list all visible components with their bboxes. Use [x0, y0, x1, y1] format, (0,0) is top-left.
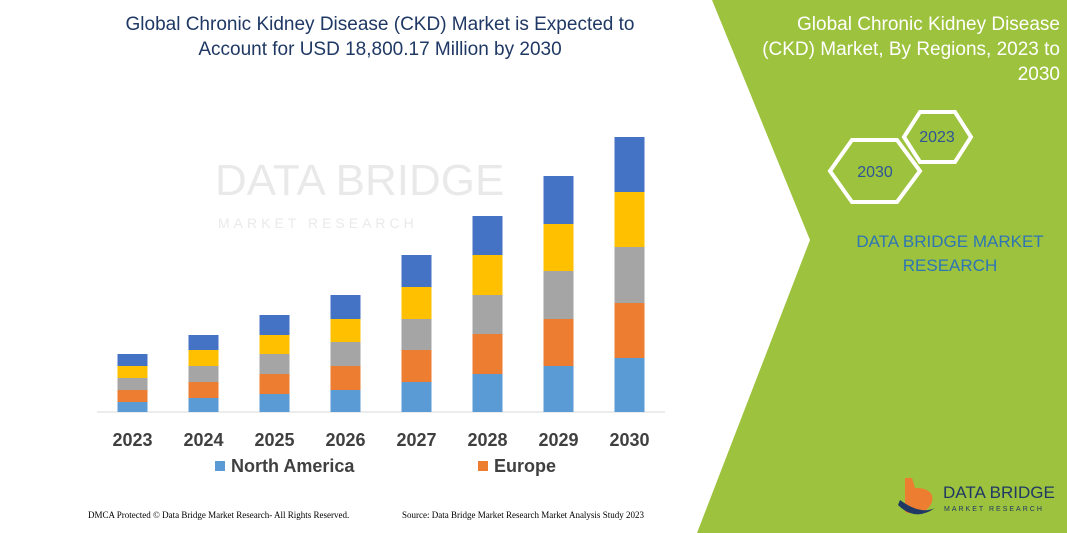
bar-segment — [401, 350, 432, 382]
watermark-name: DATA BRIDGE — [215, 156, 504, 205]
bar-segment — [543, 224, 574, 271]
x-tick-label: 2030 — [609, 430, 649, 450]
bar-segment — [259, 354, 290, 374]
bar-segment — [401, 382, 432, 412]
bar-segment — [543, 176, 574, 224]
bar-segment — [330, 295, 361, 319]
hexagon-label: 2030 — [857, 164, 893, 181]
legend-label: North America — [231, 456, 355, 476]
bar-segment — [543, 366, 574, 412]
logo-name: DATA BRIDGE — [943, 483, 1055, 502]
bar-segment — [330, 366, 361, 390]
bar-segment — [117, 366, 148, 378]
bar-segment — [472, 374, 503, 412]
bar-segment — [117, 390, 148, 402]
footer-right: Source: Data Bridge Market Research Mark… — [402, 510, 644, 520]
bar-segment — [543, 319, 574, 366]
watermark-tagline: MARKET RESEARCH — [218, 215, 418, 231]
legend-label: Europe — [494, 456, 556, 476]
x-tick-label: 2028 — [467, 430, 507, 450]
x-tick-label: 2023 — [112, 430, 152, 450]
legend-swatch — [215, 461, 225, 471]
bar-segment — [117, 378, 148, 390]
bar-segment — [614, 358, 645, 412]
logo: DATA BRIDGE MARKET RESEARCH — [898, 478, 1055, 515]
side-panel — [697, 0, 1067, 533]
panel-title: Global Chronic Kidney Disease (CKD) Mark… — [762, 14, 1060, 85]
bar-segment — [188, 335, 219, 350]
bar-segment — [117, 402, 148, 412]
bar-segment — [614, 303, 645, 358]
bar-segment — [330, 390, 361, 412]
bar-segment — [472, 255, 503, 295]
bar-segment — [472, 216, 503, 255]
chart-title: Global Chronic Kidney Disease (CKD) Mark… — [125, 14, 635, 60]
bar-segment — [330, 342, 361, 366]
bar-segment — [259, 315, 290, 335]
watermark: DATA BRIDGE MARKET RESEARCH — [215, 156, 504, 231]
bar-segment — [401, 287, 432, 319]
bar-segment — [614, 192, 645, 247]
bar-segment — [259, 394, 290, 412]
bar-segment — [401, 319, 432, 350]
bar-segment — [472, 295, 503, 334]
bar-segment — [259, 335, 290, 354]
x-tick-label: 2026 — [325, 430, 365, 450]
bar-segment — [543, 271, 574, 319]
bar-segment — [188, 398, 219, 412]
hexagon — [901, 110, 974, 164]
brand: DATA BRIDGE MARKET RESEARCH — [856, 232, 1044, 275]
x-tick-label: 2029 — [538, 430, 578, 450]
logo-icon — [905, 478, 933, 514]
bar-segment — [614, 247, 645, 303]
legend-swatch — [478, 461, 488, 471]
bar-segment — [330, 319, 361, 342]
bar-segment — [259, 374, 290, 394]
x-tick-label: 2025 — [254, 430, 294, 450]
logo-icon — [898, 500, 935, 515]
x-tick-label: 2027 — [396, 430, 436, 450]
hexagon — [827, 138, 923, 204]
bar-segment — [117, 354, 148, 366]
logo-tagline: MARKET RESEARCH — [944, 506, 1044, 513]
bar-segment — [188, 366, 219, 382]
bar-segment — [188, 382, 219, 398]
hexagon-label: 2023 — [919, 129, 955, 146]
bar-segment — [188, 350, 219, 366]
bar-segment — [614, 137, 645, 192]
bar-segment — [472, 334, 503, 374]
footer-left: DMCA Protected © Data Bridge Market Rese… — [88, 510, 350, 520]
bar-segment — [401, 255, 432, 287]
x-tick-label: 2024 — [183, 430, 223, 450]
